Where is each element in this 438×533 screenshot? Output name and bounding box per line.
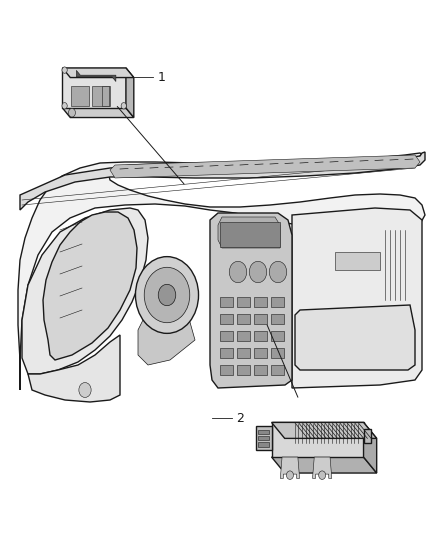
- Polygon shape: [272, 422, 364, 457]
- Bar: [271, 331, 284, 341]
- Bar: [258, 442, 269, 447]
- Polygon shape: [22, 208, 148, 374]
- Circle shape: [249, 261, 267, 282]
- Bar: [254, 314, 267, 324]
- Bar: [271, 365, 284, 375]
- Polygon shape: [218, 217, 280, 248]
- Polygon shape: [272, 422, 377, 438]
- Circle shape: [318, 471, 325, 480]
- Bar: [220, 365, 233, 375]
- Bar: [258, 436, 269, 440]
- Circle shape: [79, 383, 91, 398]
- Polygon shape: [110, 155, 420, 178]
- Polygon shape: [63, 108, 134, 118]
- Circle shape: [62, 67, 67, 74]
- Bar: [254, 331, 267, 341]
- Circle shape: [144, 267, 190, 322]
- Polygon shape: [295, 305, 415, 370]
- Polygon shape: [138, 308, 195, 365]
- Bar: [220, 222, 280, 247]
- Circle shape: [286, 471, 293, 480]
- Polygon shape: [312, 457, 332, 479]
- Bar: [271, 314, 284, 324]
- Circle shape: [62, 102, 67, 109]
- Bar: [220, 314, 233, 324]
- Polygon shape: [28, 335, 120, 402]
- Bar: [237, 348, 250, 358]
- Polygon shape: [292, 208, 422, 388]
- Bar: [237, 297, 250, 307]
- Polygon shape: [256, 426, 272, 450]
- Bar: [271, 348, 284, 358]
- Polygon shape: [364, 422, 377, 473]
- Circle shape: [68, 109, 75, 117]
- Polygon shape: [18, 153, 425, 390]
- Polygon shape: [364, 430, 371, 443]
- Bar: [237, 331, 250, 341]
- Bar: [258, 430, 269, 434]
- Bar: [220, 348, 233, 358]
- Text: 2: 2: [237, 412, 244, 425]
- Bar: [254, 348, 267, 358]
- Circle shape: [121, 102, 126, 109]
- Polygon shape: [71, 86, 89, 106]
- Polygon shape: [92, 86, 110, 106]
- Bar: [237, 365, 250, 375]
- Bar: [254, 297, 267, 307]
- Polygon shape: [63, 68, 126, 108]
- Text: 1: 1: [158, 71, 166, 84]
- Bar: [335, 252, 380, 270]
- Polygon shape: [43, 212, 137, 360]
- Polygon shape: [272, 457, 377, 473]
- Bar: [237, 314, 250, 324]
- Bar: [220, 331, 233, 341]
- Polygon shape: [63, 68, 134, 78]
- Circle shape: [158, 284, 176, 305]
- Bar: [254, 365, 267, 375]
- Polygon shape: [210, 213, 292, 388]
- Polygon shape: [20, 152, 425, 210]
- Circle shape: [269, 261, 287, 282]
- Circle shape: [135, 256, 198, 333]
- Bar: [220, 297, 233, 307]
- Polygon shape: [126, 68, 134, 118]
- Bar: [271, 297, 284, 307]
- Polygon shape: [76, 70, 116, 82]
- Polygon shape: [102, 86, 110, 106]
- Circle shape: [229, 261, 247, 282]
- Polygon shape: [280, 457, 300, 479]
